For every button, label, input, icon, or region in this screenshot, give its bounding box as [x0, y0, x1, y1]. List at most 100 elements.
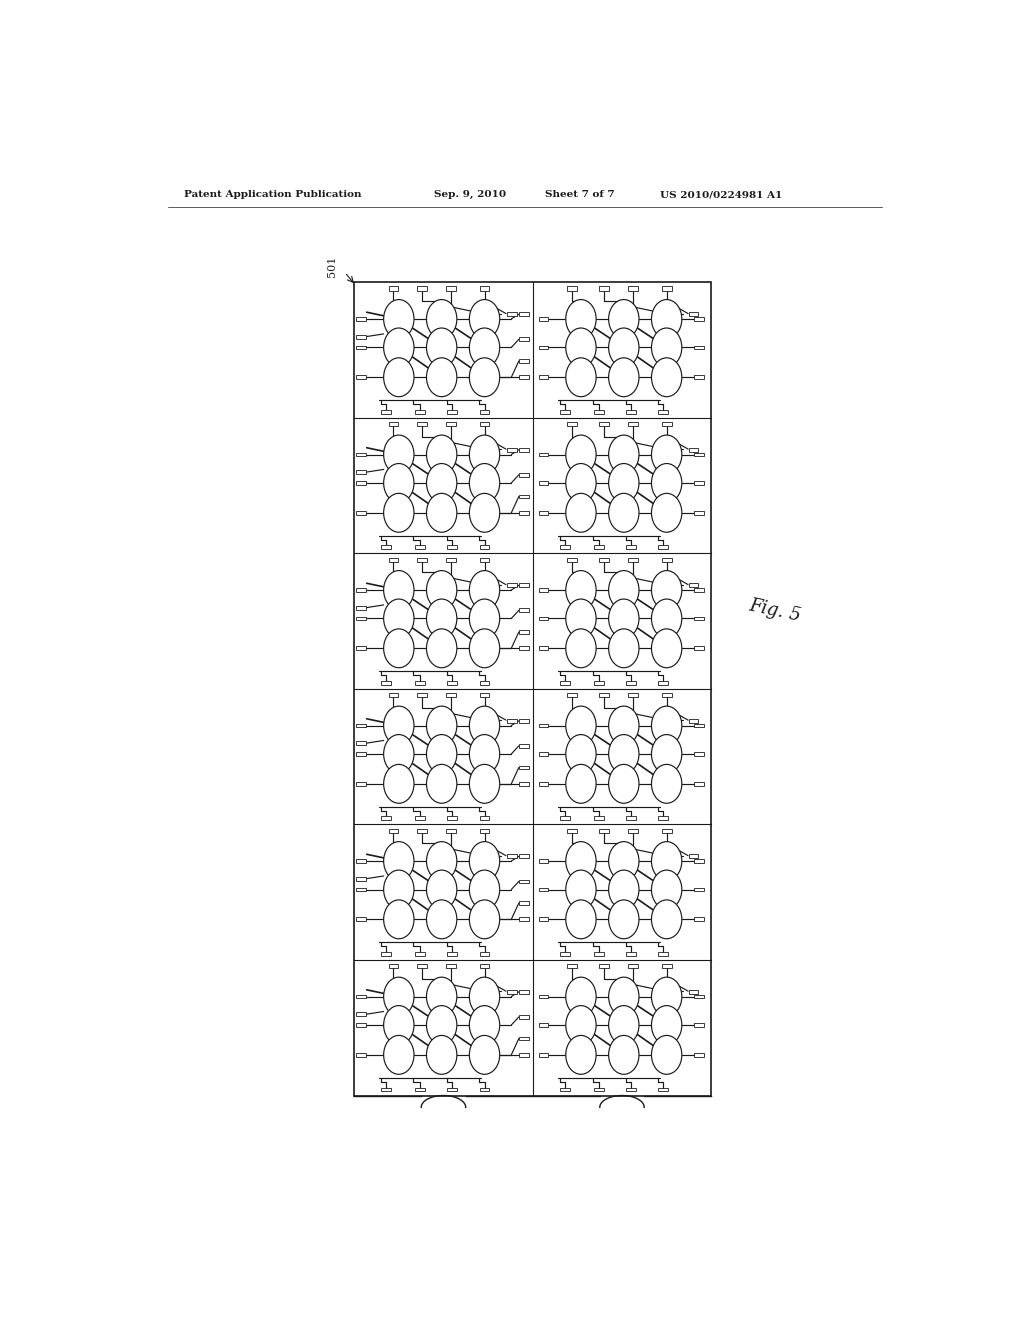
Bar [519, 647, 528, 651]
Bar [356, 1053, 367, 1057]
Bar [381, 681, 391, 685]
Bar [539, 480, 549, 484]
Circle shape [608, 764, 639, 804]
Bar [626, 817, 636, 820]
Bar [626, 681, 636, 685]
Bar [594, 411, 604, 413]
Bar [356, 781, 367, 785]
Bar [356, 335, 367, 338]
Bar [416, 1088, 425, 1092]
Bar [417, 693, 427, 697]
Bar [658, 681, 668, 685]
Circle shape [426, 977, 457, 1016]
Circle shape [384, 764, 414, 804]
Bar [519, 313, 528, 317]
Circle shape [608, 628, 639, 668]
Bar [519, 630, 528, 634]
Bar [560, 817, 569, 820]
Bar [417, 829, 427, 833]
Bar [388, 693, 398, 697]
Bar [662, 557, 672, 561]
Circle shape [469, 436, 500, 474]
Bar [445, 557, 456, 561]
Bar [594, 545, 604, 549]
Bar [356, 616, 367, 620]
Bar [626, 952, 636, 956]
Bar [539, 317, 549, 321]
Bar [662, 964, 672, 968]
Bar [388, 286, 398, 290]
Bar [628, 964, 638, 968]
Bar [688, 990, 698, 994]
Circle shape [384, 1006, 414, 1044]
Bar [519, 359, 528, 363]
Bar [519, 744, 528, 747]
Bar [356, 346, 367, 350]
Bar [445, 286, 456, 290]
Bar [560, 545, 569, 549]
Bar [694, 917, 703, 921]
Circle shape [426, 599, 457, 638]
Bar [356, 1012, 367, 1016]
Text: US 2010/0224981 A1: US 2010/0224981 A1 [659, 190, 782, 199]
Circle shape [426, 842, 457, 880]
Bar [594, 952, 604, 956]
Bar [628, 286, 638, 290]
Text: Sep. 9, 2010: Sep. 9, 2010 [433, 190, 506, 199]
Circle shape [426, 436, 457, 474]
Bar [507, 854, 517, 858]
Bar [594, 681, 604, 685]
Bar [662, 286, 672, 290]
Bar [356, 375, 367, 379]
Circle shape [651, 977, 682, 1016]
Bar [519, 447, 528, 451]
Bar [658, 952, 668, 956]
Circle shape [608, 870, 639, 909]
Circle shape [469, 706, 500, 744]
Circle shape [651, 842, 682, 880]
Circle shape [384, 706, 414, 744]
Circle shape [651, 436, 682, 474]
Bar [519, 902, 528, 906]
Bar [539, 781, 549, 785]
Bar [519, 375, 528, 379]
Circle shape [651, 327, 682, 367]
Circle shape [384, 1035, 414, 1074]
Bar [507, 313, 517, 317]
Circle shape [566, 494, 596, 532]
Bar [507, 447, 517, 451]
Circle shape [566, 977, 596, 1016]
Circle shape [651, 1006, 682, 1044]
Text: Sheet 7 of 7: Sheet 7 of 7 [545, 190, 614, 199]
Bar [519, 766, 528, 770]
Bar [356, 606, 367, 610]
Bar [519, 1015, 528, 1019]
Bar [354, 282, 712, 1096]
Circle shape [469, 734, 500, 774]
Circle shape [566, 570, 596, 610]
Bar [658, 545, 668, 549]
Bar [479, 817, 489, 820]
Bar [416, 411, 425, 413]
Circle shape [426, 764, 457, 804]
Bar [388, 964, 398, 968]
Bar [560, 681, 569, 685]
Bar [539, 511, 549, 515]
Bar [507, 583, 517, 587]
Circle shape [608, 1006, 639, 1044]
Bar [594, 817, 604, 820]
Circle shape [566, 1006, 596, 1044]
Circle shape [384, 734, 414, 774]
Bar [519, 719, 528, 723]
Bar [662, 693, 672, 697]
Circle shape [469, 463, 500, 503]
Bar [688, 313, 698, 317]
Bar [356, 511, 367, 515]
Bar [417, 964, 427, 968]
Bar [447, 411, 458, 413]
Bar [479, 693, 489, 697]
Circle shape [566, 870, 596, 909]
Circle shape [566, 628, 596, 668]
Circle shape [566, 300, 596, 338]
Circle shape [608, 358, 639, 397]
